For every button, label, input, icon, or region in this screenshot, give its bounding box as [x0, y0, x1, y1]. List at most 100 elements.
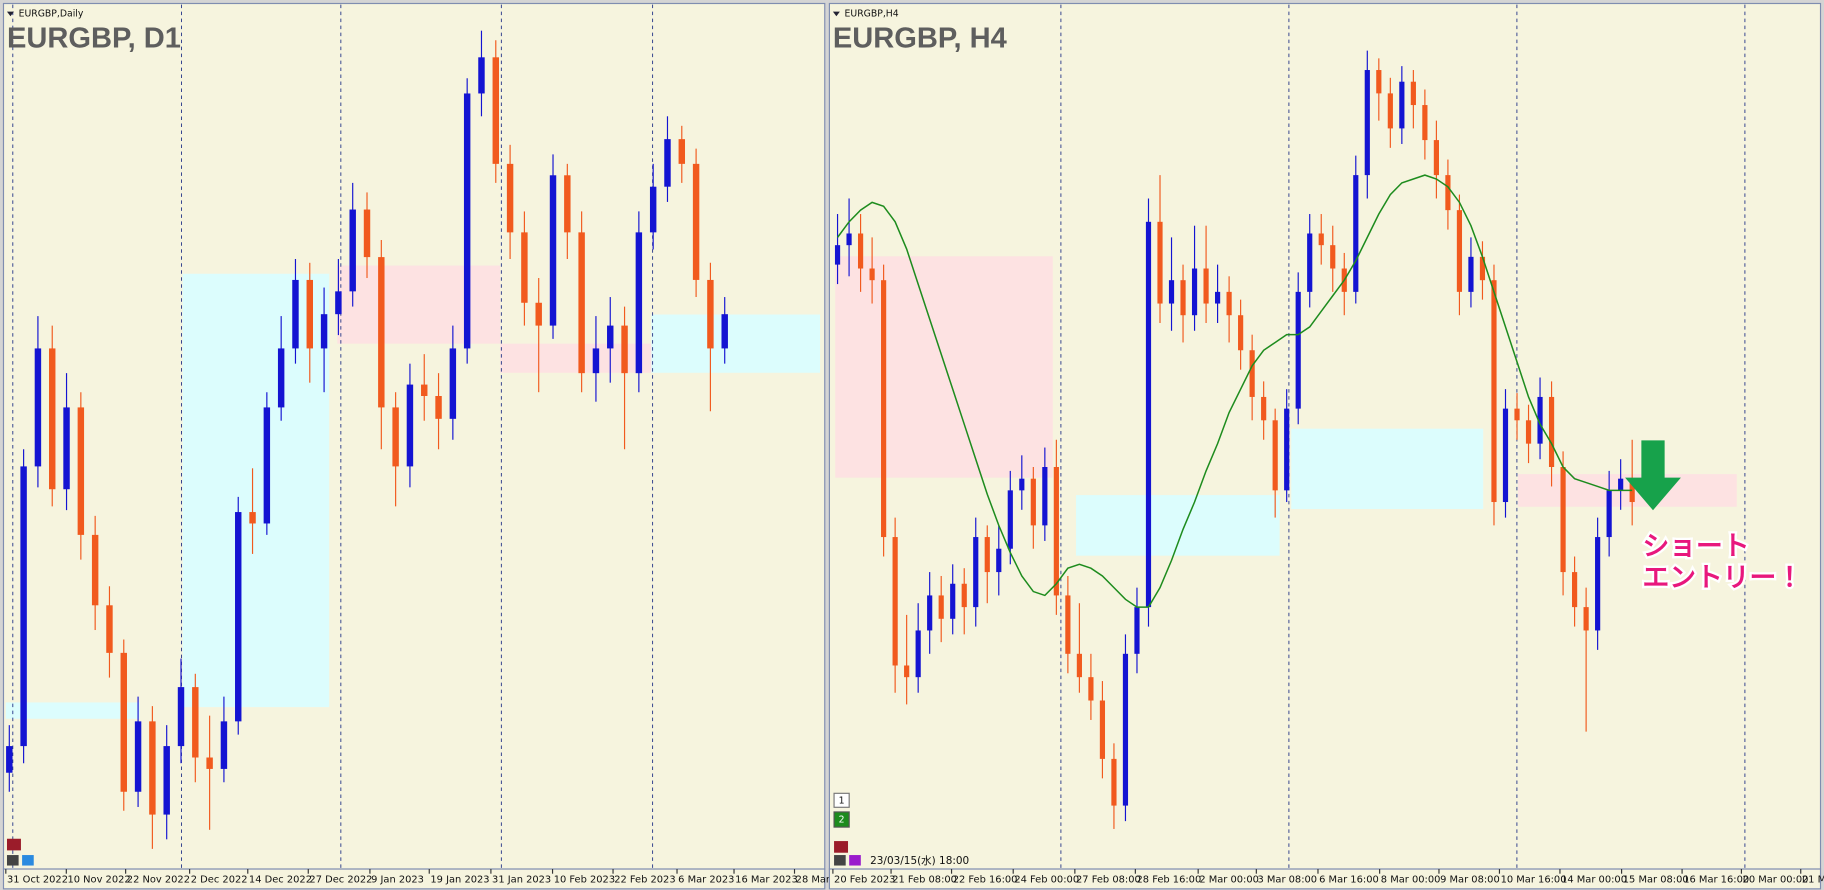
candle-body — [1088, 677, 1094, 701]
icon — [6, 855, 19, 866]
candle-body — [1203, 268, 1209, 304]
candle-body — [149, 721, 156, 815]
x-tick-label: 8 Mar 00:00 — [1381, 875, 1441, 886]
candle-body — [1572, 572, 1578, 608]
x-tick-label: 27 Dec 2022 — [309, 875, 372, 886]
candle-body — [320, 314, 328, 349]
x-tick-label: 16 Mar 2023 — [735, 875, 798, 886]
x-tick-label: 21 M — [1802, 875, 1824, 886]
candle-body — [904, 665, 910, 678]
window-title: EURGBP,H4 — [845, 8, 899, 19]
candle-body — [106, 605, 113, 653]
candle-body — [578, 232, 585, 374]
zone — [1291, 428, 1484, 510]
candle-body — [1168, 280, 1175, 304]
candle-body — [869, 268, 875, 281]
candle-body — [973, 537, 979, 608]
title-icon — [832, 11, 840, 17]
down-arrow — [1625, 440, 1681, 511]
candle-body — [984, 537, 990, 573]
candle-body — [607, 325, 614, 349]
candle-body — [1468, 256, 1474, 292]
candle-body — [1387, 93, 1393, 129]
candle-body — [1491, 280, 1497, 503]
candle-body — [120, 652, 127, 792]
x-tick-label: 27 Feb 08:00 — [1076, 875, 1141, 886]
candle-body — [277, 348, 285, 408]
candle-body — [678, 139, 686, 164]
candle-body — [721, 314, 728, 349]
candle-body — [306, 279, 313, 349]
candle-body — [1353, 175, 1359, 292]
candle-body — [535, 302, 542, 326]
button-label: 2 — [839, 815, 845, 826]
x-tick-label: 9 Jan 2023 — [371, 875, 424, 886]
icon — [834, 855, 846, 866]
candle-body — [1433, 140, 1439, 176]
candle-body — [1076, 653, 1082, 678]
zone — [651, 314, 821, 373]
candle-body — [349, 209, 356, 292]
zone — [835, 256, 1053, 478]
x-tick-label: 6 Mar 16:00 — [1319, 875, 1379, 886]
candle-body — [20, 466, 27, 747]
x-tick-label: 28 Mar — [796, 875, 831, 886]
title-icon — [6, 11, 14, 17]
candle-body — [435, 395, 442, 419]
x-tick-label: 28 Feb 16:00 — [1137, 875, 1202, 886]
button-2[interactable] — [833, 811, 850, 828]
candle-body — [1019, 478, 1025, 491]
candle-body — [1272, 420, 1278, 491]
candle-body — [6, 746, 13, 773]
x-tick-label: 10 Nov 2022 — [67, 875, 130, 886]
x-tick-label: 22 Feb 16:00 — [953, 875, 1018, 886]
candle-body — [549, 175, 557, 326]
candle-body — [1284, 408, 1290, 491]
candle-body — [1479, 256, 1486, 281]
candle-body — [1629, 478, 1635, 503]
candle-body — [915, 630, 921, 678]
button-label: 1 — [839, 795, 845, 806]
candle-body — [1122, 653, 1129, 806]
x-tick-label: 15 Mar 08:00 — [1623, 875, 1689, 886]
chart-title: EURGBP, D1 — [7, 22, 181, 54]
candle-body — [1583, 607, 1589, 631]
candle-body — [506, 163, 514, 233]
candle-body — [1111, 758, 1117, 806]
x-tick-label: 21 Feb 08:00 — [892, 875, 957, 886]
zone — [182, 273, 330, 708]
moving-average — [836, 174, 1633, 608]
candle-body — [134, 721, 142, 792]
chart-title: EURGBP, H4 — [833, 22, 1008, 54]
candle-body — [263, 407, 271, 524]
candle-body — [1422, 105, 1428, 141]
candle-body — [1330, 245, 1336, 269]
button-1[interactable] — [833, 792, 850, 808]
x-tick-label: 31 Oct 2022 — [7, 875, 68, 886]
axis-strip — [2, 868, 826, 890]
zone — [1076, 495, 1280, 556]
candle-body — [1618, 478, 1624, 491]
x-tick-label: 19 Jan 2023 — [430, 875, 489, 886]
candle-body — [49, 348, 56, 490]
candle-body — [1606, 490, 1612, 538]
x-tick-label: 10 Feb 2023 — [554, 875, 615, 886]
candle-body — [1364, 70, 1370, 176]
icon — [6, 838, 21, 851]
candle-body — [1249, 350, 1255, 397]
candle-body — [392, 407, 399, 467]
candle-body — [621, 325, 628, 374]
candle-body — [1053, 467, 1059, 596]
chart-window: EURGBP,Daily EURGBP, D1 31 Oct 2022 10 Nov … — [2, 2, 831, 890]
candle-body — [1295, 291, 1301, 409]
candle-body — [1180, 280, 1186, 316]
candle-body — [63, 407, 70, 490]
candle-body — [635, 232, 643, 374]
x-tick-label: 14 Mar 00:00 — [1561, 875, 1627, 886]
axis-strip — [828, 868, 1822, 890]
zone — [500, 343, 652, 373]
candle-body — [592, 348, 600, 374]
candle-body — [881, 280, 887, 538]
x-tick-label: 16 Mar 16:00 — [1683, 875, 1749, 886]
candle-body — [1191, 268, 1198, 316]
